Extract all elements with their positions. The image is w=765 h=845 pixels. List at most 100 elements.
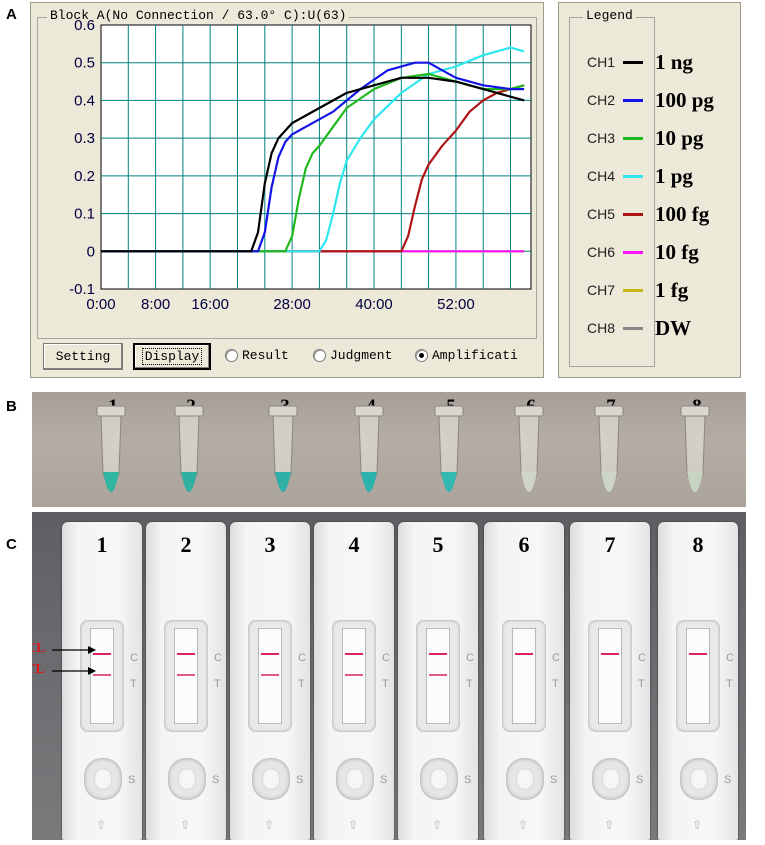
result-window: [426, 628, 450, 724]
cassette-number: 6: [518, 532, 530, 557]
tube-liquid: [103, 472, 119, 492]
test-line: [429, 674, 447, 676]
result-window: [90, 628, 114, 724]
setting-button-label: Setting: [55, 349, 111, 364]
arrow-icon: ⇧: [96, 818, 107, 832]
tube-liquid: [521, 472, 537, 492]
s-mark: S: [550, 774, 558, 786]
legend-swatch: [623, 60, 643, 64]
cassette-number: 3: [264, 532, 276, 557]
radio-result[interactable]: Result: [225, 348, 289, 363]
reaction-tube: [354, 405, 384, 492]
arrow-icon: ⇧: [518, 818, 529, 832]
legend-swatch: [623, 174, 643, 178]
cassette-number: 2: [180, 532, 192, 557]
c-mark: C: [638, 652, 646, 664]
tube-cap: [174, 405, 204, 417]
legend-item: CH4 1 pg: [587, 161, 693, 191]
sample-well: [592, 758, 630, 800]
tube-cap: [680, 405, 710, 417]
radio-result-label: Result: [242, 348, 289, 363]
arrow-icon: ⇧: [348, 818, 359, 832]
y-tick-label: 0.4: [74, 92, 95, 109]
test-cassette: 6 C T S ⇧: [484, 522, 564, 840]
tube-liquid: [361, 472, 377, 492]
c-mark: C: [466, 652, 474, 664]
sample-well: [84, 758, 122, 800]
tube-cap: [594, 405, 624, 417]
legend-item: CH3 10 pg: [587, 123, 703, 153]
radio-amplification-circle: [415, 349, 428, 362]
series-line-ch2: [101, 61, 525, 253]
legend-amount-label: 10 fg: [655, 239, 699, 264]
x-tick-label: 52:00: [437, 296, 475, 313]
tube-cap: [434, 405, 464, 417]
tube-liquid: [687, 472, 703, 492]
display-button[interactable]: Display: [133, 343, 211, 370]
radio-result-circle: [225, 349, 238, 362]
control-line: [689, 653, 707, 655]
sample-pad: [602, 768, 620, 790]
legend-title: Legend: [583, 8, 636, 23]
legend-item: CH2 100 pg: [587, 85, 714, 115]
c-mark: C: [552, 652, 560, 664]
tube-cap: [96, 405, 126, 417]
test-line: [177, 674, 195, 676]
legend-item: CH7 1 fg: [587, 275, 688, 305]
amplification-chart: -0.1 0 0.1 0.2 0.3 0.4 0.5 0.6 0:00 8:00 16:00 28:0…: [69, 17, 532, 313]
sample-pad: [346, 768, 364, 790]
tube-liquid: [181, 472, 197, 492]
legend-window: Legend CH1 1 ng CH2 100 pg CH3 10 pg CH4 1 pg CH…: [558, 2, 741, 378]
panel-label-b: B: [6, 398, 17, 415]
cassette-number: 8: [692, 532, 704, 557]
arrow-icon: ⇧: [180, 818, 191, 832]
series-line-ch1: [101, 76, 525, 253]
reaction-tube: [514, 405, 544, 492]
result-window-frame: [332, 620, 376, 732]
cl-arrowhead-icon: [88, 646, 96, 654]
radio-judgment-circle: [313, 349, 326, 362]
tubes-photo: 12345678: [32, 392, 746, 507]
tube-liquid: [601, 472, 617, 492]
tube-cap: [354, 405, 384, 417]
test-cassette: 2 C T S ⇧: [146, 522, 226, 840]
control-line: [93, 653, 111, 655]
c-mark: C: [382, 652, 390, 664]
radio-amplification[interactable]: Amplificati: [415, 348, 518, 363]
result-window-frame: [676, 620, 720, 732]
panel-label-a: A: [6, 6, 17, 23]
setting-button[interactable]: Setting: [43, 343, 123, 370]
result-window-frame: [248, 620, 292, 732]
legend-amount-label: 10 pg: [655, 125, 704, 150]
sample-pad: [178, 768, 196, 790]
legend-channel-label: CH1: [587, 54, 616, 70]
radio-judgment-label: Judgment: [330, 348, 393, 363]
t-mark: T: [726, 678, 733, 690]
s-mark: S: [636, 774, 644, 786]
test-line: [93, 674, 111, 676]
legend-amount-label: 1 fg: [655, 277, 689, 302]
x-tick-label: 0:00: [86, 296, 115, 313]
legend-amount-label: 1 pg: [655, 163, 693, 188]
reaction-tube: [434, 405, 464, 492]
s-mark: S: [128, 774, 136, 786]
legend-channel-label: CH6: [587, 244, 616, 260]
cl-label: CL: [32, 641, 46, 656]
test-cassette: 7 C T S ⇧: [570, 522, 650, 840]
test-cassette: 1 C T S ⇧: [62, 522, 142, 840]
legend-amount-label: DW: [655, 315, 692, 340]
window-title: Block A(No Connection / 63.0° C):U(63): [47, 8, 350, 23]
legend-item: CH6 10 fg: [587, 237, 699, 267]
arrow-icon: ⇧: [264, 818, 275, 832]
y-tick-label: 0.5: [74, 55, 95, 72]
legend-channel-label: CH5: [587, 206, 616, 222]
y-tick-label: 0.1: [74, 206, 95, 223]
strips-photo: 1 C T S ⇧ 2 C T S ⇧ 3 C T S ⇧ 4 C T S ⇧ 5 C T S ⇧ 6 C T S ⇧ 7 C T S ⇧ 8 C T S ⇧…: [32, 512, 746, 840]
radio-judgment[interactable]: Judgment: [313, 348, 392, 363]
legend-swatch: [623, 326, 643, 330]
result-window: [342, 628, 366, 724]
t-mark: T: [552, 678, 559, 690]
control-line: [345, 653, 363, 655]
test-cassette: 8 C T S ⇧: [658, 522, 738, 840]
control-line: [261, 653, 279, 655]
